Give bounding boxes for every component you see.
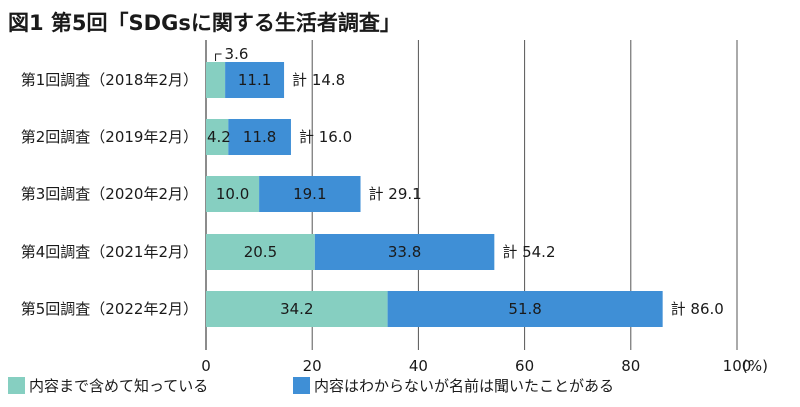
bar-known-content — [206, 119, 229, 155]
bar-heard-name — [259, 176, 361, 212]
x-tick-label: 100 — [723, 357, 752, 375]
bar-known-content — [206, 176, 260, 212]
value-label: 51.8 — [508, 300, 541, 318]
value-label: 11.1 — [238, 71, 271, 89]
x-tick-label: 60 — [515, 357, 534, 375]
category-label: 第5回調査（2022年2月） — [21, 300, 198, 318]
legend-swatch — [293, 377, 310, 394]
legend-label: 内容はわからないが名前は聞いたことがある — [314, 377, 614, 395]
legend-label: 内容まで含めて知っている — [29, 377, 208, 395]
total-label: 計 14.8 — [292, 71, 345, 89]
total-label: 計 29.1 — [369, 185, 422, 203]
value-label: 33.8 — [388, 243, 421, 261]
x-tick-label: 0 — [201, 357, 211, 375]
bar-heard-name — [387, 291, 663, 327]
x-tick-label: 80 — [621, 357, 640, 375]
category-label: 第2回調査（2019年2月） — [21, 128, 198, 146]
value-label: 10.0 — [216, 185, 249, 203]
x-tick-label: 40 — [409, 357, 428, 375]
category-label: 第1回調査（2018年2月） — [21, 71, 198, 89]
value-label: 3.6 — [225, 45, 249, 63]
value-label: 19.1 — [293, 185, 326, 203]
labels: 第1回調査（2018年2月） 3.6 11.1 計 14.8 第2回調査（2019年2月… — [21, 45, 724, 318]
x-axis-unit: (%) — [742, 357, 768, 375]
x-tick-label: 20 — [303, 357, 322, 375]
total-label: 計 54.2 — [502, 243, 555, 261]
bar-known-content — [206, 291, 388, 327]
bar-heard-name — [225, 62, 285, 98]
x-axis-ticks: 0 20 40 60 80 100(%) — [201, 357, 768, 375]
total-label: 計 16.0 — [299, 128, 352, 146]
category-label: 第3回調査（2020年2月） — [21, 185, 198, 203]
bar-heard-name — [314, 234, 495, 270]
value-label: 11.8 — [243, 128, 276, 146]
value-leader-line — [215, 53, 222, 61]
value-label: 20.5 — [244, 243, 277, 261]
legend: 内容まで含めて知っている 内容はわからないが名前は聞いたことがある — [8, 377, 614, 395]
value-label: 34.2 — [280, 300, 313, 318]
bar-known-content — [206, 62, 226, 98]
bar-heard-name — [228, 119, 291, 155]
value-label: 4.2 — [207, 128, 231, 146]
bar-known-content — [206, 234, 315, 270]
chart-title: 図1 第5回「SDGsに関する生活者調査」 — [8, 11, 401, 35]
bars — [206, 62, 663, 327]
total-label: 計 86.0 — [671, 300, 724, 318]
category-label: 第4回調査（2021年2月） — [21, 243, 198, 261]
legend-swatch — [8, 377, 25, 394]
